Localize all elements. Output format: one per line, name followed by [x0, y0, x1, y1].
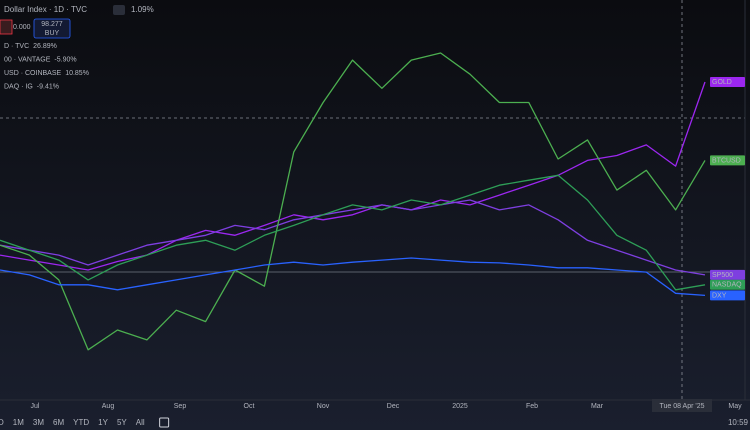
x-tick-label: Dec — [387, 403, 400, 410]
x-tick-label: Jul — [31, 403, 40, 410]
range-button[interactable]: 3M — [33, 418, 44, 427]
series-line — [0, 81, 706, 271]
legend-label: 00 · VANTAGE — [4, 56, 51, 63]
range-button[interactable]: 5Y — [117, 418, 127, 427]
x-tick-label: Nov — [317, 403, 330, 410]
series-line — [0, 199, 706, 276]
price-tag-label: DXY — [712, 292, 727, 299]
price-tag-label: NASDAQ — [712, 282, 742, 289]
range-button[interactable]: YTD — [73, 418, 89, 427]
menu-button[interactable] — [113, 5, 125, 15]
x-tick-label: Tue 08 Apr '25 — [659, 403, 704, 410]
x-tick-label: Aug — [102, 403, 115, 410]
legend-label: DAQ · IG — [4, 83, 33, 90]
calendar-icon[interactable] — [159, 417, 170, 428]
range-button[interactable]: All — [136, 418, 145, 427]
price-tag — [710, 76, 745, 87]
price-tag — [710, 290, 745, 301]
series-line — [0, 52, 706, 351]
buy-label: BUY — [45, 30, 60, 37]
range-button[interactable]: 1M — [13, 418, 24, 427]
price-tag-label: BTCUSD — [712, 157, 741, 164]
price-tag-label: GOLD — [712, 79, 732, 86]
header-change: 1.09% — [131, 5, 154, 14]
legend-change: 10.85% — [65, 70, 89, 77]
range-button[interactable]: D — [0, 418, 4, 427]
plot: GOLD SP500 BTCUSD NASDAQ DXY — [0, 52, 745, 351]
clock: 10:59 — [728, 418, 749, 427]
legend-change: -5.90% — [54, 56, 76, 63]
legend-label: USD · COINBASE — [4, 70, 62, 77]
toolbar: D 1M 3M 6M YTD 1Y 5Y All — [0, 417, 170, 428]
price-tag — [710, 155, 745, 166]
range-button[interactable]: 6M — [53, 418, 64, 427]
buy-price: 98.277 — [41, 21, 63, 28]
legend: D · TVC 26.89% 00 · VANTAGE -5.90% USD · COI… — [4, 43, 89, 91]
time-axis: Jul Aug Sep Oct Nov Dec 2025 Feb Mar Tue 08 Apr '… — [31, 399, 742, 412]
x-tick-label: 2025 — [452, 403, 468, 410]
price-tag — [710, 269, 745, 280]
legend-change: -9.41% — [37, 83, 59, 90]
legend-change: 26.89% — [33, 43, 57, 50]
spread: 0.000 — [13, 24, 31, 31]
crosshair-date-box — [652, 399, 712, 412]
price-tag-label: SP500 — [712, 272, 733, 279]
x-tick-label: Oct — [244, 403, 255, 410]
buy-button[interactable] — [33, 18, 71, 39]
range-button[interactable]: 1Y — [98, 418, 108, 427]
x-tick-label: Mar — [591, 403, 604, 410]
price-tag — [710, 279, 745, 290]
x-tick-label: Sep — [174, 403, 187, 410]
x-tick-label: May — [728, 403, 742, 410]
series-line — [0, 257, 706, 297]
symbol-title: Dollar Index · 1D · TVC — [4, 5, 87, 14]
series-line — [0, 174, 706, 291]
sell-button[interactable] — [0, 19, 13, 35]
x-tick-label: Feb — [526, 403, 538, 410]
legend-label: D · TVC — [4, 43, 29, 50]
